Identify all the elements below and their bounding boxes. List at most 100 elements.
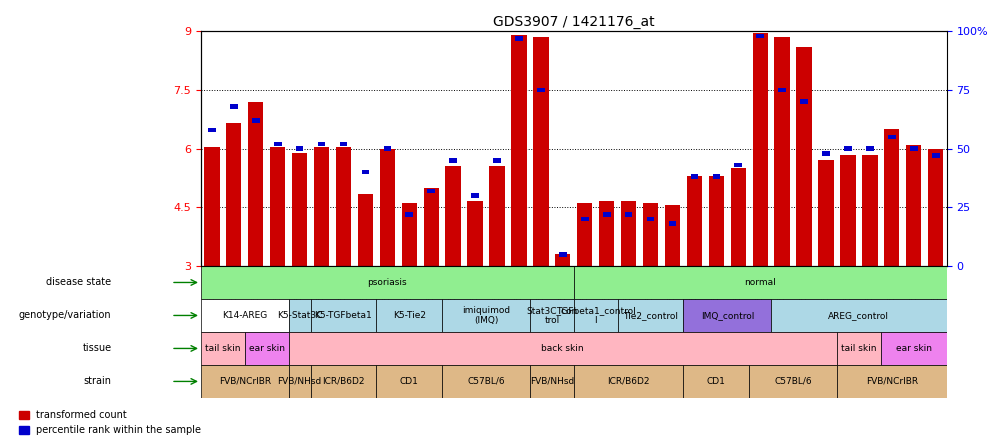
Text: disease state: disease state [46,278,111,287]
Text: tissue: tissue [82,344,111,353]
FancyBboxPatch shape [573,266,946,299]
FancyBboxPatch shape [442,365,529,398]
Bar [646,217,653,222]
Bar [756,34,764,39]
Bar [729,168,745,266]
Text: K5-TGFbeta1: K5-TGFbeta1 [315,311,372,320]
Bar [800,99,808,104]
Bar [427,189,435,193]
Bar [909,147,917,151]
FancyBboxPatch shape [200,332,244,365]
Bar [536,88,544,92]
Bar [668,222,675,226]
FancyBboxPatch shape [244,332,289,365]
Bar [690,174,697,179]
Text: CD1: CD1 [706,377,725,386]
Bar [774,37,789,266]
Bar [292,153,307,266]
Bar [489,166,504,266]
Bar [401,203,417,266]
Text: FVB/NHsd: FVB/NHsd [529,377,573,386]
FancyBboxPatch shape [682,365,748,398]
Bar [380,149,395,266]
Bar [558,252,566,257]
Bar [229,104,237,109]
Text: AREG_control: AREG_control [828,311,889,320]
Bar [931,153,939,158]
Text: genotype/variation: genotype/variation [19,310,111,321]
Bar [361,170,369,174]
Bar [624,212,632,217]
Bar [405,212,413,217]
Text: imiquimod
(IMQ): imiquimod (IMQ) [462,306,510,325]
FancyBboxPatch shape [573,365,682,398]
FancyBboxPatch shape [200,299,289,332]
Bar [274,142,282,147]
Bar [296,147,304,151]
Bar [840,155,855,266]
Bar [358,194,373,266]
FancyBboxPatch shape [748,365,836,398]
Text: ear skin: ear skin [248,344,285,353]
FancyBboxPatch shape [442,299,529,332]
Bar [554,254,570,266]
FancyBboxPatch shape [617,299,682,332]
Bar [778,88,786,92]
Bar [471,193,478,198]
Bar [818,160,833,266]
Bar [580,217,588,222]
Bar [445,166,460,266]
Text: tail skin: tail skin [204,344,240,353]
Bar [493,158,500,163]
Bar [905,145,921,266]
Bar [423,188,439,266]
Bar [664,206,679,266]
Bar [511,36,526,266]
Bar [927,149,943,266]
Bar [598,202,614,266]
Bar [576,203,592,266]
Text: CD1: CD1 [400,377,418,386]
FancyBboxPatch shape [289,365,311,398]
Bar [318,142,325,147]
Text: ear skin: ear skin [895,344,931,353]
Bar [449,158,457,163]
FancyBboxPatch shape [529,299,573,332]
Bar [207,127,215,132]
Bar [515,36,522,41]
FancyBboxPatch shape [836,365,946,398]
FancyBboxPatch shape [311,299,376,332]
Text: strain: strain [83,377,111,386]
Bar [314,147,329,266]
Text: K5-Stat3C: K5-Stat3C [277,311,322,320]
Bar [204,147,219,266]
Bar [467,202,482,266]
Text: K14-AREG: K14-AREG [221,311,268,320]
FancyBboxPatch shape [573,299,617,332]
Bar [865,147,873,151]
Text: TGFbeta1_control
l: TGFbeta1_control l [555,306,635,325]
Text: K5-Tie2: K5-Tie2 [393,311,426,320]
Title: GDS3907 / 1421176_at: GDS3907 / 1421176_at [492,15,654,29]
Bar [336,147,351,266]
Bar [340,142,347,147]
Text: tail skin: tail skin [841,344,876,353]
Bar [887,135,895,139]
Text: C57BL/6: C57BL/6 [774,377,812,386]
Text: Tie2_control: Tie2_control [622,311,677,320]
Bar [883,129,899,266]
Bar [796,47,811,266]
Text: Stat3C_con
trol: Stat3C_con trol [526,306,577,325]
FancyBboxPatch shape [529,365,573,398]
FancyBboxPatch shape [289,332,836,365]
Text: back skin: back skin [541,344,583,353]
FancyBboxPatch shape [289,299,311,332]
Bar [602,212,610,217]
FancyBboxPatch shape [682,299,771,332]
Text: C57BL/6: C57BL/6 [467,377,504,386]
FancyBboxPatch shape [376,365,442,398]
Bar [708,176,723,266]
Text: IMQ_control: IMQ_control [700,311,754,320]
Bar [533,37,548,266]
Legend: transformed count, percentile rank within the sample: transformed count, percentile rank withi… [15,407,205,439]
